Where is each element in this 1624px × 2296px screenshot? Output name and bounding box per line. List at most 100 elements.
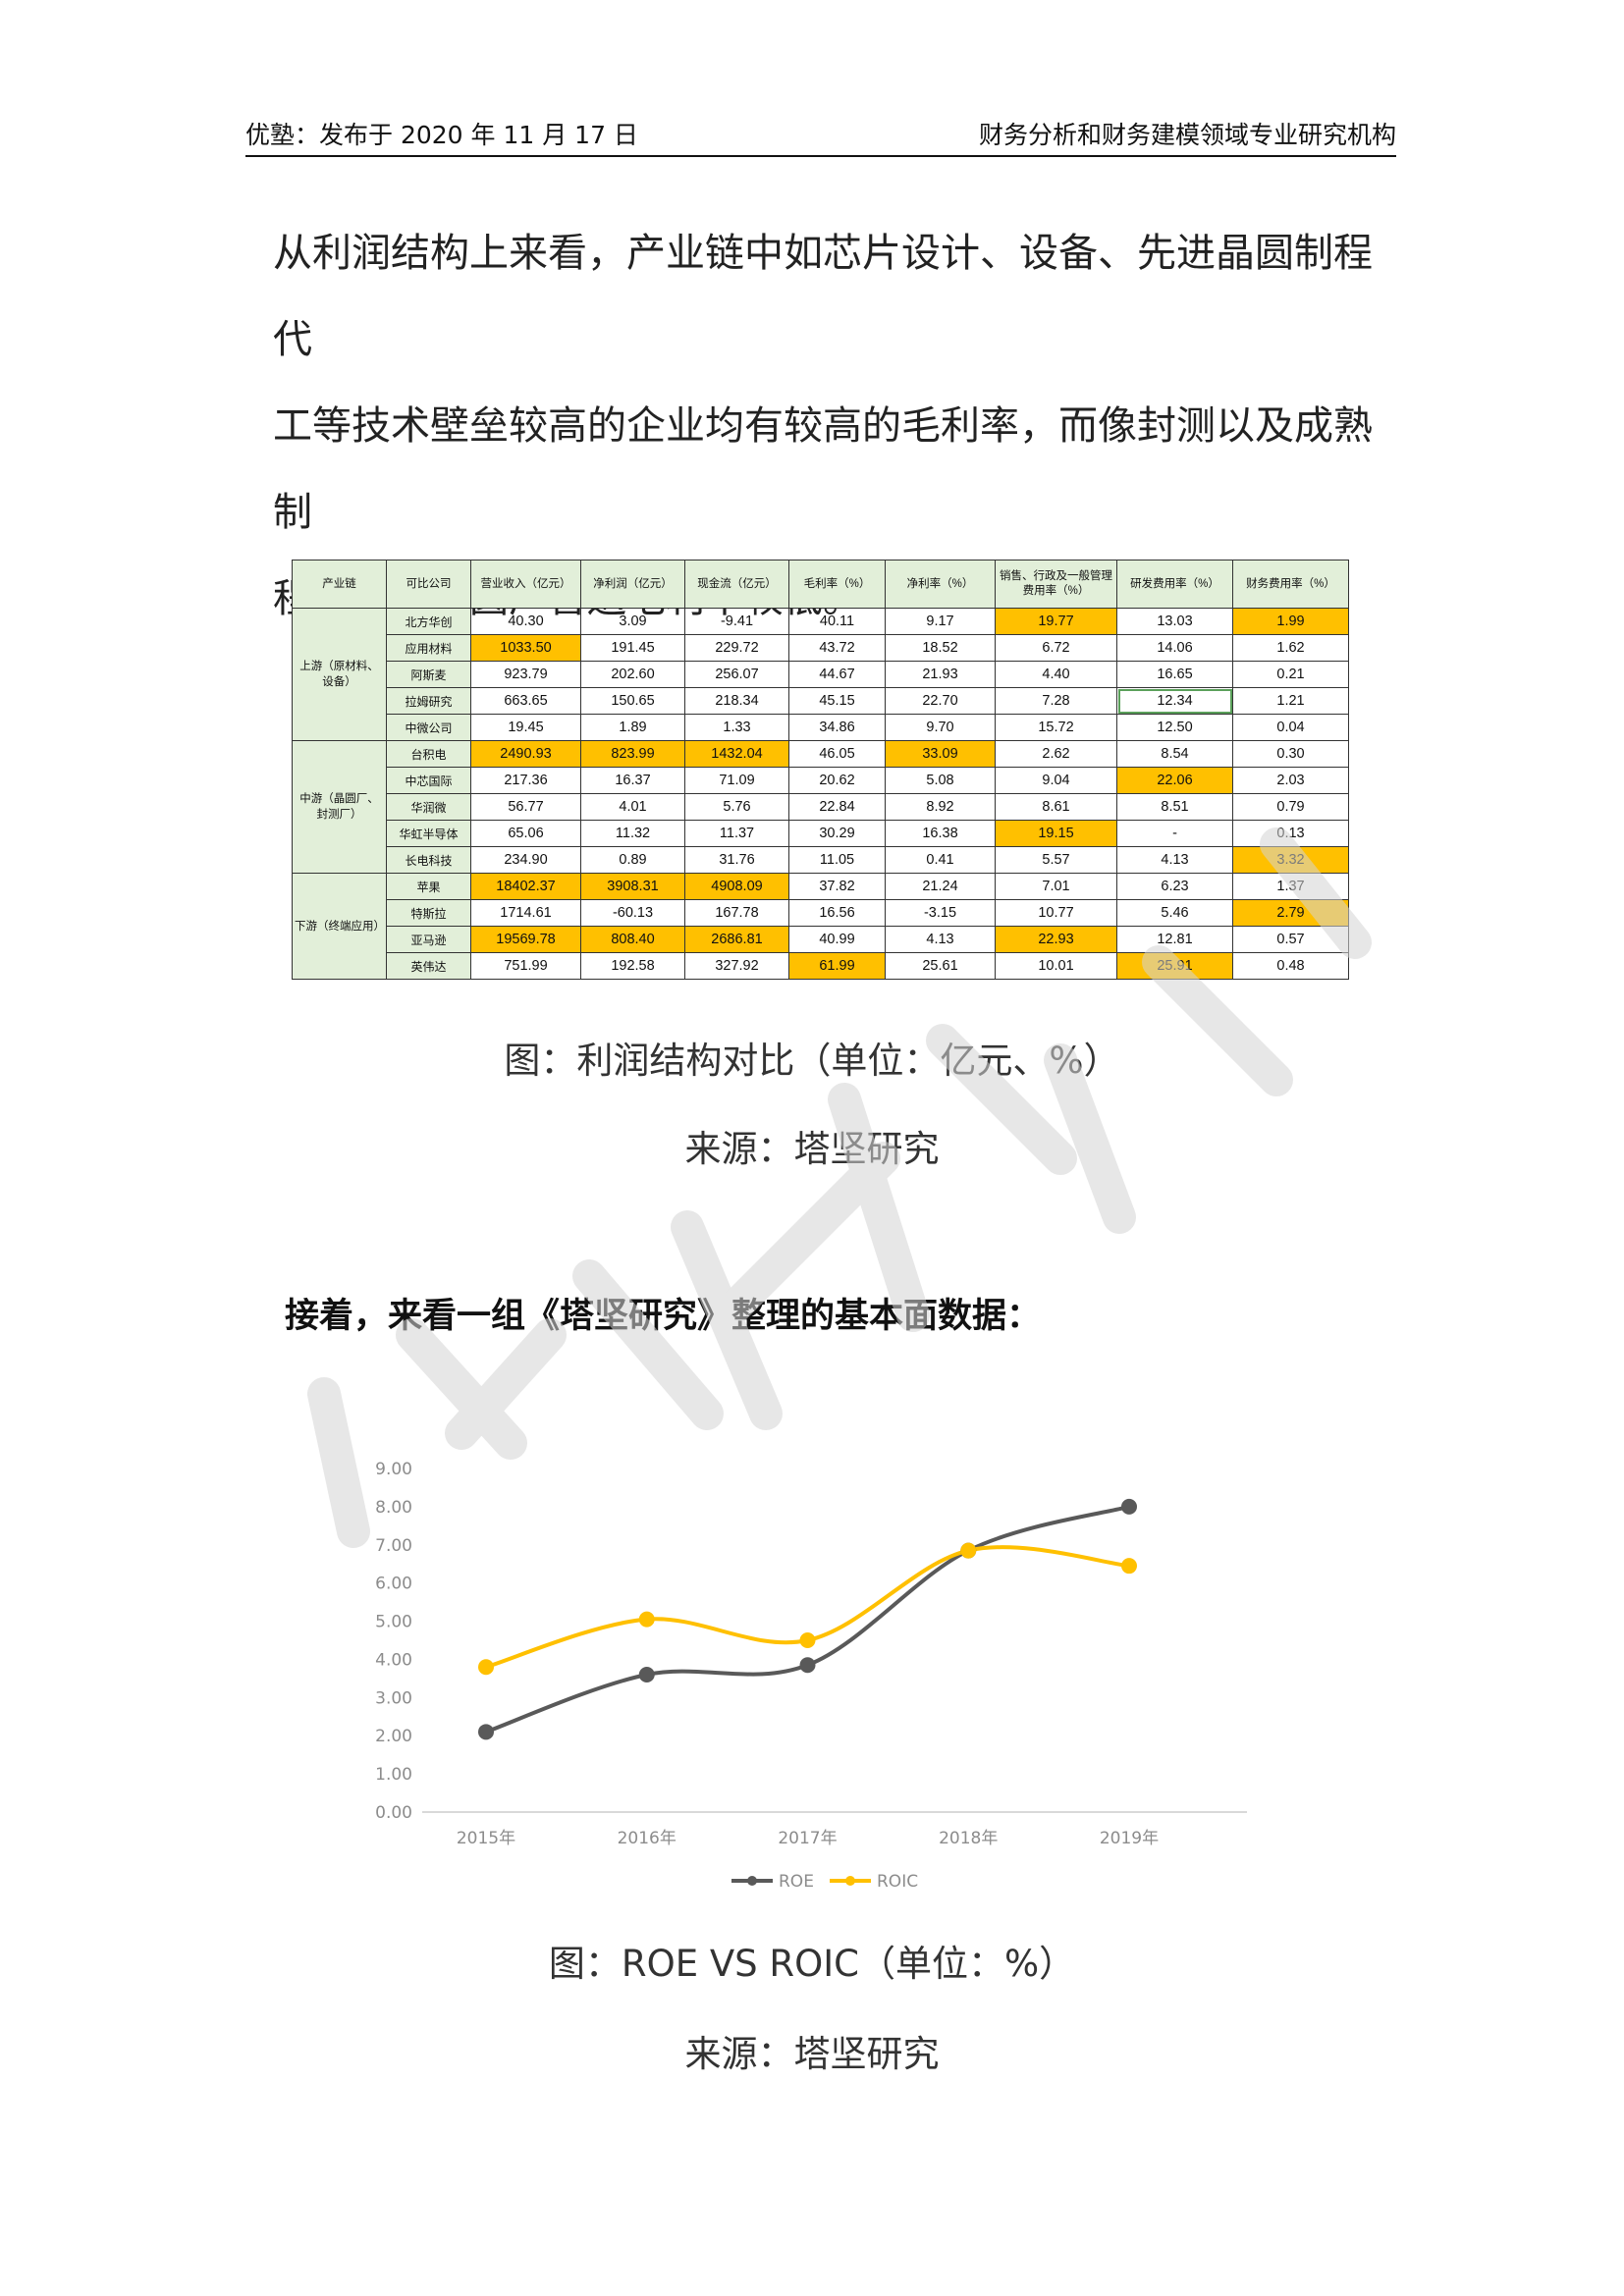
value-cell: 25.61 bbox=[885, 952, 996, 980]
chart-caption: 图：ROE VS ROIC（单位：%） bbox=[548, 1943, 1076, 1985]
value-cell: 1.62 bbox=[1232, 634, 1349, 662]
value-cell: 20.62 bbox=[788, 767, 886, 794]
data-point-roe bbox=[478, 1724, 494, 1740]
value-cell: 0.48 bbox=[1232, 952, 1349, 980]
chain-segment-cell: 中游（晶圆厂、封测厂） bbox=[292, 740, 387, 874]
value-cell: 0.79 bbox=[1232, 793, 1349, 821]
chain-segment-cell: 上游（原材料、设备） bbox=[292, 608, 387, 741]
table-row: 中微公司 19.45 1.89 1.33 34.86 9.70 15.72 12.50 0.04 bbox=[293, 714, 1349, 741]
value-cell: 12.81 bbox=[1116, 926, 1233, 953]
value-cell: 1033.50 bbox=[470, 634, 581, 662]
value-cell: 45.15 bbox=[788, 687, 886, 715]
value-cell: 40.11 bbox=[788, 608, 886, 635]
value-cell: 3.32 bbox=[1232, 846, 1349, 874]
value-cell: 2.79 bbox=[1232, 899, 1349, 927]
value-cell: 9.17 bbox=[885, 608, 996, 635]
value-cell: 2686.81 bbox=[684, 926, 789, 953]
company-cell: 长电科技 bbox=[386, 846, 471, 874]
value-cell: 25.91 bbox=[1116, 952, 1233, 980]
value-cell: 21.24 bbox=[885, 873, 996, 900]
value-cell: 21.93 bbox=[885, 661, 996, 688]
legend-label: ROE bbox=[779, 1872, 814, 1892]
value-cell: 22.06 bbox=[1116, 767, 1233, 794]
value-cell: 1.21 bbox=[1232, 687, 1349, 715]
value-cell: 0.89 bbox=[580, 846, 685, 874]
value-cell: 65.06 bbox=[470, 820, 581, 847]
value-cell: 16.37 bbox=[580, 767, 685, 794]
y-tick-label: 9.00 bbox=[375, 1460, 412, 1479]
value-cell: 0.57 bbox=[1232, 926, 1349, 953]
value-cell: 2490.93 bbox=[470, 740, 581, 768]
value-cell: 923.79 bbox=[470, 661, 581, 688]
value-cell: 1.99 bbox=[1232, 608, 1349, 635]
table-row: 华润微 56.77 4.01 5.76 22.84 8.92 8.61 8.51 0.79 bbox=[293, 793, 1349, 821]
y-tick-label: 7.00 bbox=[375, 1536, 412, 1556]
value-cell: 0.30 bbox=[1232, 740, 1349, 768]
x-tick-label: 2018年 bbox=[939, 1829, 998, 1848]
company-cell: 台积电 bbox=[386, 740, 471, 768]
value-cell: 15.72 bbox=[995, 714, 1117, 741]
value-cell: 46.05 bbox=[788, 740, 886, 768]
value-cell: 9.70 bbox=[885, 714, 996, 741]
value-cell: 327.92 bbox=[684, 952, 789, 980]
value-cell: 12.34 bbox=[1116, 687, 1233, 715]
value-cell: 71.09 bbox=[684, 767, 789, 794]
table-header-cell: 研发费用率（%） bbox=[1116, 560, 1233, 609]
company-cell: 阿斯麦 bbox=[386, 661, 471, 688]
table-header-cell: 产业链 bbox=[292, 560, 387, 609]
value-cell: 4.13 bbox=[885, 926, 996, 953]
value-cell: 218.34 bbox=[684, 687, 789, 715]
value-cell: 22.93 bbox=[995, 926, 1117, 953]
value-cell: 4.13 bbox=[1116, 846, 1233, 874]
y-tick-label: 2.00 bbox=[375, 1727, 412, 1746]
value-cell: 43.72 bbox=[788, 634, 886, 662]
value-cell: 6.72 bbox=[995, 634, 1117, 662]
value-cell: 0.21 bbox=[1232, 661, 1349, 688]
value-cell: 33.09 bbox=[885, 740, 996, 768]
company-cell: 亚马逊 bbox=[386, 926, 471, 953]
value-cell: 11.05 bbox=[788, 846, 886, 874]
y-tick-label: 4.00 bbox=[375, 1650, 412, 1670]
section-subheading: 接着，来看一组《塔坚研究》整理的基本面数据： bbox=[285, 1297, 1042, 1336]
value-cell: 40.30 bbox=[470, 608, 581, 635]
table-header-cell: 财务费用率（%） bbox=[1232, 560, 1349, 609]
table-header-cell: 毛利率（%） bbox=[788, 560, 886, 609]
table-row: 亚马逊 19569.78 808.40 2686.81 40.99 4.13 22.93 12… bbox=[293, 926, 1349, 953]
value-cell: 1.37 bbox=[1232, 873, 1349, 900]
y-tick-label: 5.00 bbox=[375, 1613, 412, 1632]
value-cell: 11.32 bbox=[580, 820, 685, 847]
value-cell: 7.01 bbox=[995, 873, 1117, 900]
company-cell: 中微公司 bbox=[386, 714, 471, 741]
table-header-cell: 净利润（亿元） bbox=[580, 560, 685, 609]
paragraph-line: 工等技术壁垒较高的企业均有较高的毛利率，而像封测以及成熟制 bbox=[273, 403, 1373, 535]
value-cell: 56.77 bbox=[470, 793, 581, 821]
value-cell: 16.38 bbox=[885, 820, 996, 847]
table-row: 拉姆研究 663.65 150.65 218.34 45.15 22.70 7.28 12.3… bbox=[293, 687, 1349, 715]
value-cell: 823.99 bbox=[580, 740, 685, 768]
value-cell: 14.06 bbox=[1116, 634, 1233, 662]
legend-marker-roic bbox=[845, 1876, 855, 1886]
data-point-roic bbox=[478, 1659, 494, 1676]
table-row: 应用材料 1033.50 191.45 229.72 43.72 18.52 6.72 14.… bbox=[293, 634, 1349, 662]
value-cell: 8.54 bbox=[1116, 740, 1233, 768]
value-cell: 11.37 bbox=[684, 820, 789, 847]
value-cell: 10.77 bbox=[995, 899, 1117, 927]
table-row: 英伟达 751.99 192.58 327.92 61.99 25.61 10.01 25.9… bbox=[293, 952, 1349, 980]
value-cell: 18402.37 bbox=[470, 873, 581, 900]
table-header-row: 产业链 可比公司 营业收入（亿元） 净利润（亿元） 现金流（亿元） 毛利率（%） 净利率（%… bbox=[292, 560, 1349, 609]
value-cell: 234.90 bbox=[470, 846, 581, 874]
value-cell: 2.03 bbox=[1232, 767, 1349, 794]
y-tick-label: 1.00 bbox=[375, 1765, 412, 1785]
value-cell: 4.40 bbox=[995, 661, 1117, 688]
page-header: 优塾：发布于 2020 年 11 月 17 日 财务分析和财务建模领域专业研究机… bbox=[245, 116, 1396, 157]
value-cell: 6.23 bbox=[1116, 873, 1233, 900]
company-cell: 英伟达 bbox=[386, 952, 471, 980]
table-row: 上游（原材料、设备） 北方华创 40.30 3.09 -9.41 40.11 9.17 19.… bbox=[292, 608, 1349, 741]
data-point-roic bbox=[799, 1632, 816, 1648]
value-cell: 1.33 bbox=[684, 714, 789, 741]
value-cell: 30.29 bbox=[788, 820, 886, 847]
value-cell: 2.62 bbox=[995, 740, 1117, 768]
data-point-roic bbox=[1121, 1558, 1137, 1575]
value-cell: 22.70 bbox=[885, 687, 996, 715]
value-cell: 663.65 bbox=[470, 687, 581, 715]
